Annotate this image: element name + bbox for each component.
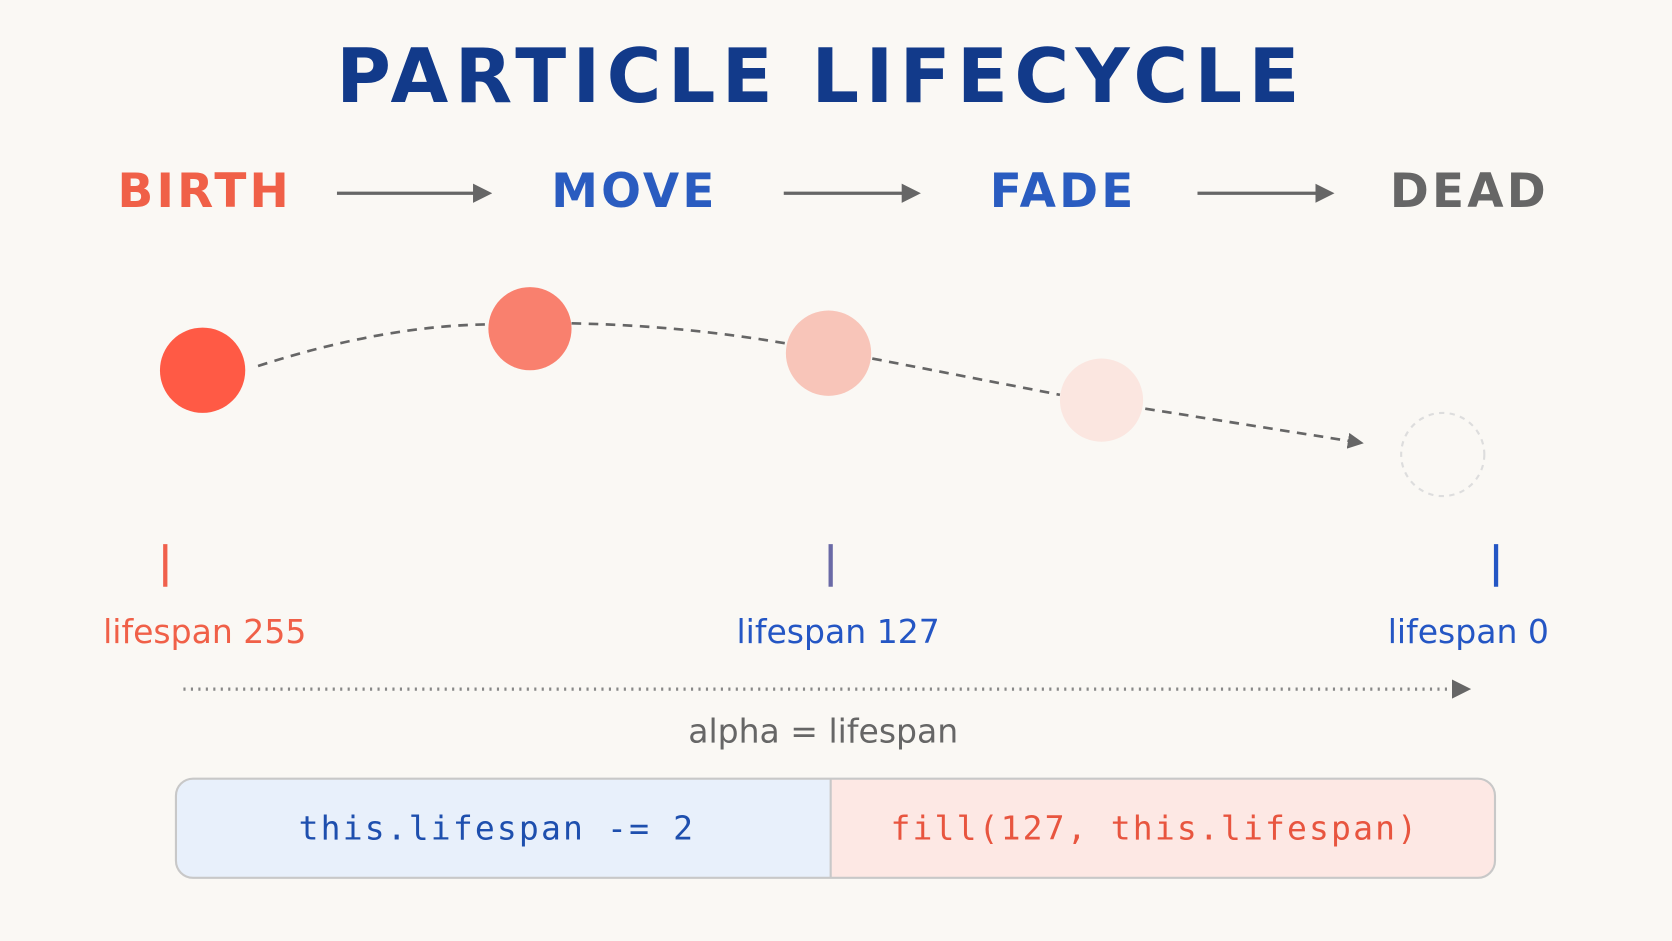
code-text: fill(127, this.lifespan) xyxy=(890,808,1419,847)
trajectory xyxy=(257,322,1364,449)
particle xyxy=(1400,411,1486,498)
timeline-label: lifespan 255 xyxy=(103,612,306,651)
code-box xyxy=(174,777,1497,879)
formula: alpha = lifespan xyxy=(688,711,958,750)
timeline-label: lifespan 0 xyxy=(1388,612,1549,651)
timeline-label: lifespan 127 xyxy=(736,612,939,651)
stage-label: MOVE xyxy=(551,164,717,219)
code-text: this.lifespan -= 2 xyxy=(299,808,696,847)
particle xyxy=(1059,358,1144,442)
title: PARTICLE LIFECYCLE xyxy=(336,33,1306,120)
stage-label: BIRTH xyxy=(118,164,292,219)
particle xyxy=(488,287,572,371)
particle xyxy=(159,327,246,413)
particle xyxy=(785,310,872,396)
stage-label: DEAD xyxy=(1390,164,1549,219)
stage-label: FADE xyxy=(990,164,1137,219)
